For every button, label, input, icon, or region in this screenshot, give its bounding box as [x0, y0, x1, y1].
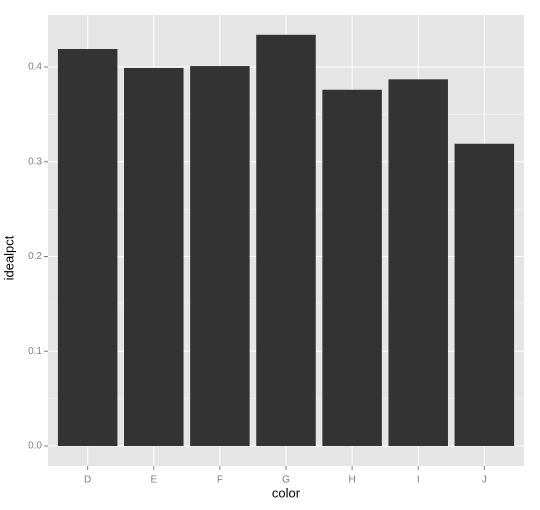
x-axis-title: color [272, 485, 301, 500]
bar [454, 143, 515, 447]
x-tick-label: I [417, 475, 420, 486]
bar [124, 67, 184, 447]
bar [322, 89, 382, 447]
y-tick-label: 0.2 [28, 251, 42, 262]
x-tick-label: G [282, 475, 290, 486]
x-tick-label: E [150, 475, 157, 486]
y-axis-title: idealpct [1, 235, 16, 280]
x-tick-label: F [217, 475, 223, 486]
x-tick-label: D [84, 475, 91, 486]
bar [256, 34, 316, 447]
bar [57, 49, 118, 447]
y-tick-label: 0.3 [28, 156, 42, 167]
x-tick-label: H [348, 475, 355, 486]
bar [190, 66, 250, 447]
bar [388, 79, 448, 447]
y-tick-label: 0.0 [28, 441, 42, 452]
y-tick-label: 0.4 [28, 62, 42, 73]
x-tick-label: J [482, 475, 487, 486]
y-tick-label: 0.1 [28, 346, 42, 357]
marks [57, 34, 515, 447]
